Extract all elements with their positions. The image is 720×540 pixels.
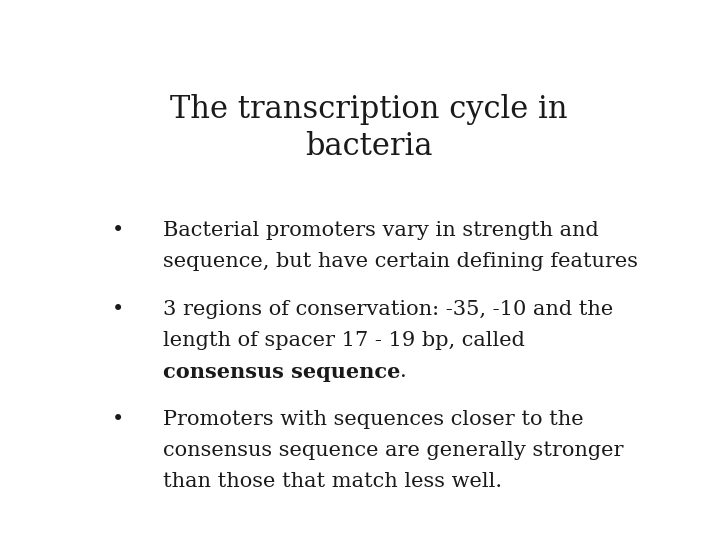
Text: sequence, but have certain defining features: sequence, but have certain defining feat… — [163, 252, 637, 271]
Text: The transcription cycle in
bacteria: The transcription cycle in bacteria — [170, 94, 568, 162]
Text: •: • — [112, 221, 125, 240]
Text: .: . — [400, 362, 407, 381]
Text: •: • — [112, 410, 125, 429]
Text: consensus sequence are generally stronger: consensus sequence are generally stronge… — [163, 441, 623, 460]
Text: •: • — [112, 300, 125, 319]
Text: Promoters with sequences closer to the: Promoters with sequences closer to the — [163, 410, 583, 429]
Text: Bacterial promoters vary in strength and: Bacterial promoters vary in strength and — [163, 221, 598, 240]
Text: 3 regions of conservation: -35, -10 and the: 3 regions of conservation: -35, -10 and … — [163, 300, 613, 319]
Text: length of spacer 17 - 19 bp, called: length of spacer 17 - 19 bp, called — [163, 331, 524, 350]
Text: than those that match less well.: than those that match less well. — [163, 472, 502, 491]
Text: consensus sequence: consensus sequence — [163, 362, 400, 382]
